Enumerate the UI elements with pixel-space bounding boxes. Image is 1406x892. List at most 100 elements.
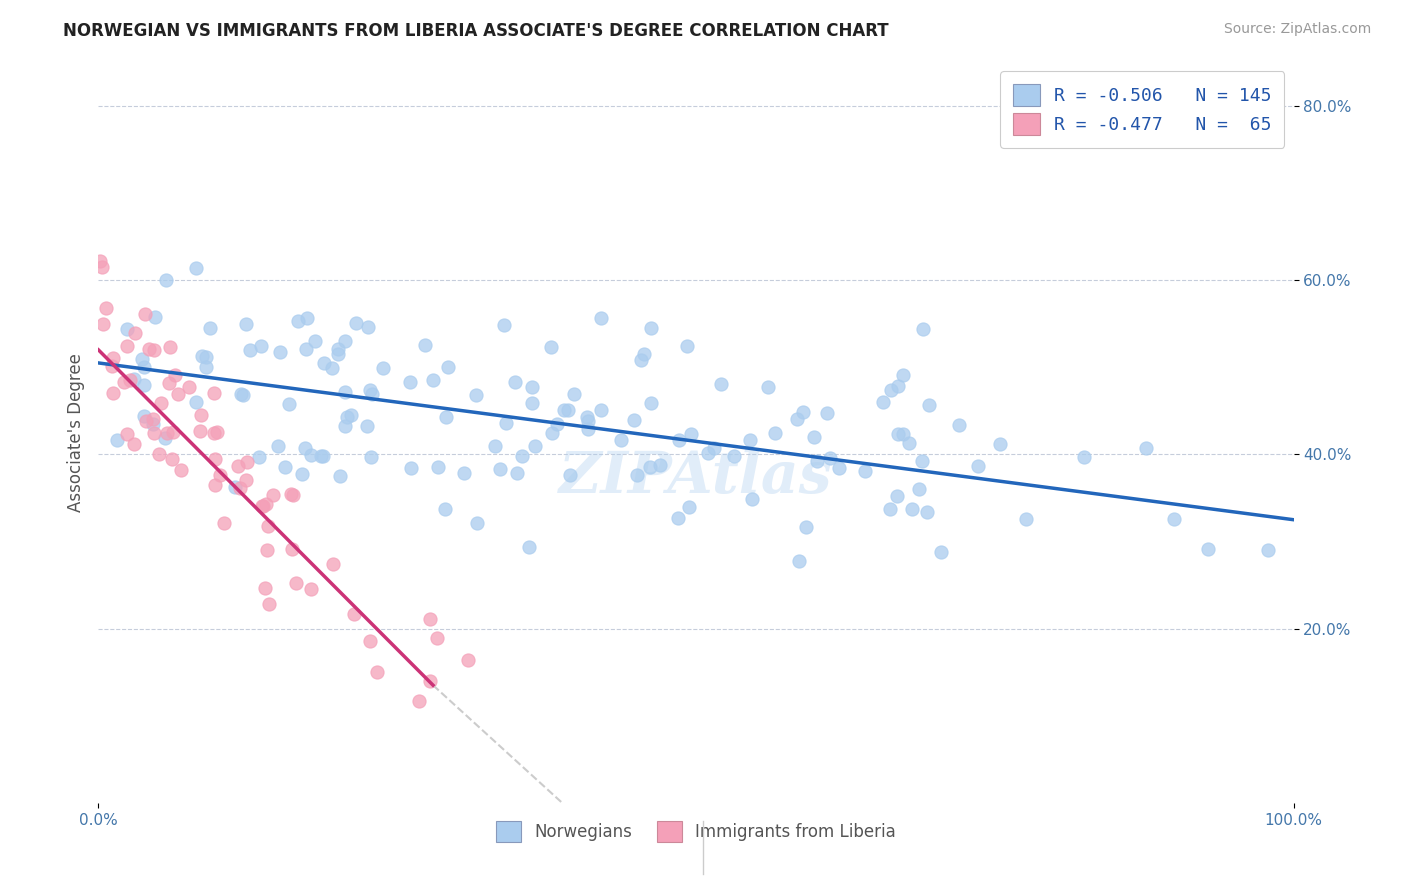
Point (343, 607, 366, 622)
Text: Source: ZipAtlas.com: Source: ZipAtlas.com (1223, 22, 1371, 37)
Point (148, 447, 170, 461)
Point (322, 557, 344, 571)
Point (357, 319, 380, 334)
Point (912, 322, 935, 336)
Point (648, 458, 671, 473)
Point (929, 545, 952, 559)
Point (815, 406, 838, 420)
Point (1073, 450, 1095, 464)
Point (484, 439, 506, 453)
Point (589, 311, 612, 326)
Point (371, 361, 394, 376)
Point (553, 402, 575, 417)
Point (626, 468, 648, 483)
Point (336, 409, 359, 424)
Point (101, 351, 124, 365)
Point (633, 347, 655, 361)
Point (115, 322, 138, 336)
Point (162, 452, 184, 467)
Point (679, 427, 702, 442)
Point (333, 334, 356, 348)
Point (280, 487, 302, 501)
Point (786, 412, 808, 426)
Point (340, 408, 363, 422)
Point (202, 425, 225, 440)
Point (155, 273, 177, 287)
Point (329, 469, 352, 483)
Point (495, 416, 517, 430)
Point (117, 339, 139, 353)
Point (988, 436, 1011, 450)
Point (891, 368, 914, 382)
Point (326, 342, 349, 356)
Point (675, 339, 697, 353)
Point (361, 387, 384, 401)
Legend: Norwegians, Immigrants from Liberia: Norwegians, Immigrants from Liberia (488, 813, 904, 850)
Point (122, 437, 145, 451)
Point (898, 436, 921, 450)
Point (918, 399, 941, 413)
Point (419, 673, 441, 688)
Point (1135, 441, 1157, 455)
Point (120, 373, 142, 387)
Point (915, 505, 938, 519)
Point (880, 383, 903, 397)
Point (284, 575, 307, 590)
Point (359, 383, 381, 397)
Point (787, 554, 810, 568)
Point (576, 414, 599, 428)
Point (304, 334, 326, 348)
Point (184, 261, 207, 276)
Point (891, 427, 914, 442)
Point (134, 307, 156, 321)
Point (422, 373, 444, 387)
Point (741, 491, 763, 506)
Point (138, 343, 160, 357)
Point (229, 387, 252, 401)
Point (453, 467, 475, 481)
Point (198, 320, 221, 334)
Point (143, 310, 166, 324)
Point (165, 368, 187, 382)
Point (427, 459, 450, 474)
Y-axis label: Associate's Degree: Associate's Degree (66, 353, 84, 512)
Point (562, 386, 585, 401)
Point (177, 380, 200, 394)
Point (879, 502, 901, 516)
Point (578, 421, 600, 435)
Point (132, 359, 155, 374)
Point (149, 396, 172, 410)
Point (360, 450, 382, 464)
Point (948, 417, 970, 432)
Point (269, 345, 291, 359)
Point (312, 355, 335, 369)
Point (159, 340, 181, 354)
Point (257, 519, 280, 533)
Point (426, 631, 449, 645)
Point (678, 500, 700, 515)
Point (610, 433, 633, 447)
Point (887, 379, 910, 393)
Point (299, 582, 322, 596)
Point (103, 386, 125, 401)
Point (437, 359, 460, 374)
Point (523, 439, 546, 453)
Point (91, 260, 114, 275)
Point (256, 543, 278, 558)
Point (703, 441, 725, 455)
Point (232, 388, 254, 402)
Point (434, 502, 457, 516)
Point (723, 450, 745, 464)
Point (214, 516, 236, 530)
Point (274, 460, 297, 475)
Point (806, 454, 828, 468)
Point (558, 468, 581, 483)
Point (818, 450, 841, 465)
Point (153, 431, 176, 445)
Point (434, 409, 457, 424)
Point (855, 464, 877, 478)
Point (117, 426, 139, 441)
Text: NORWEGIAN VS IMMIGRANTS FROM LIBERIA ASSOCIATE'S DEGREE CORRELATION CHART: NORWEGIAN VS IMMIGRANTS FROM LIBERIA ASS… (63, 22, 889, 40)
Point (94, 301, 117, 316)
Point (666, 511, 689, 525)
